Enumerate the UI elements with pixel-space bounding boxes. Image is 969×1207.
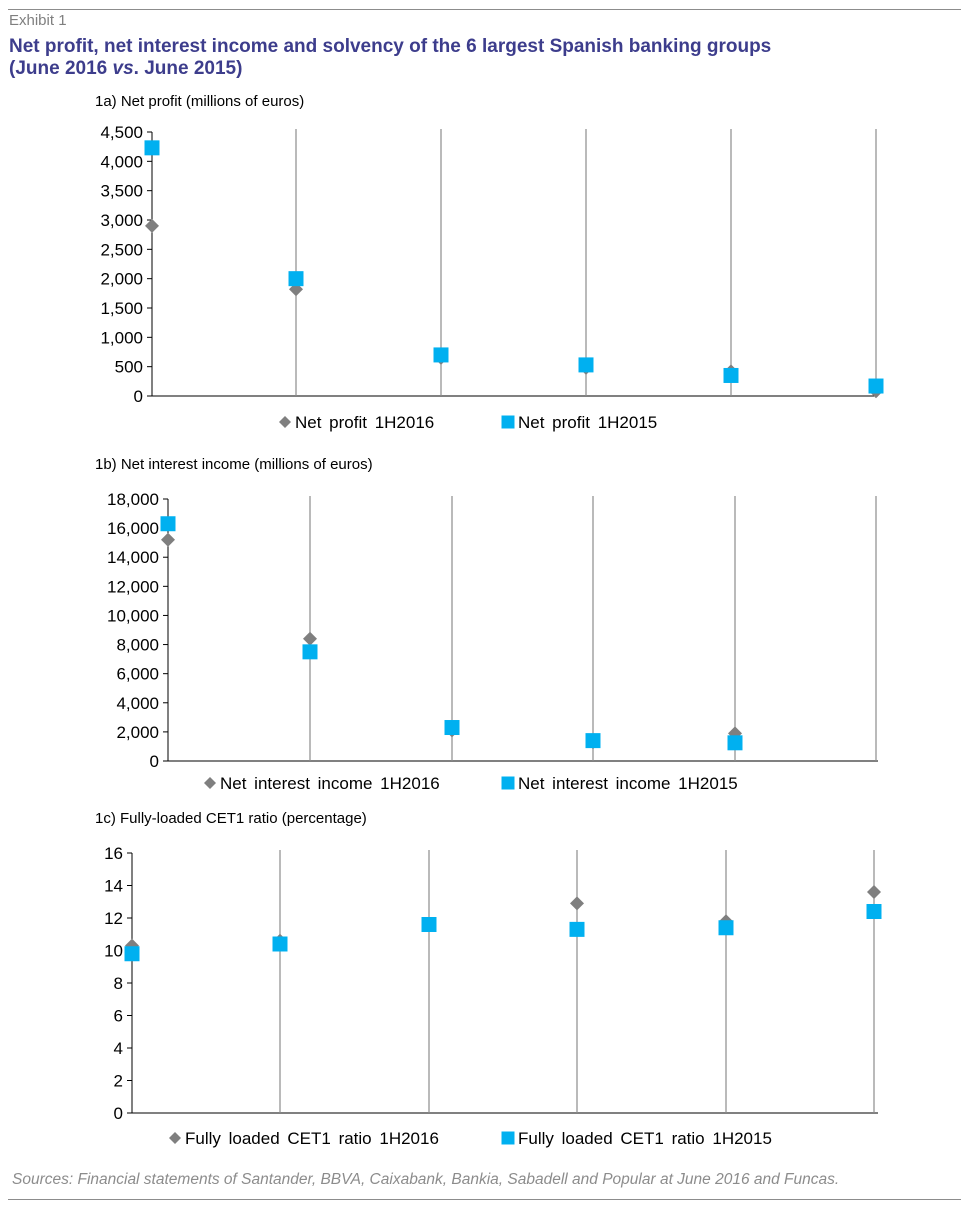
y-tick-label: 4,000 (116, 694, 159, 713)
point-1h2015 (578, 357, 594, 373)
point-1h2016 (161, 532, 175, 547)
chart-1c-title: 1c) Fully-loaded CET1 ratio (percentage) (95, 810, 367, 827)
point-1h2015 (585, 733, 601, 749)
title-line-2-italic: vs (112, 58, 134, 79)
point-1h2015 (718, 920, 734, 936)
point-1h2016 (867, 885, 881, 899)
y-tick-label: 4,500 (100, 123, 143, 142)
point-1h2015 (866, 904, 882, 919)
y-tick-label: 16 (104, 844, 123, 863)
y-tick-label: 6,000 (116, 665, 159, 684)
y-tick-label: 0 (134, 387, 143, 406)
point-1h2015 (144, 140, 160, 156)
point-1h2016 (728, 726, 742, 741)
y-tick-label: 16,000 (107, 519, 159, 538)
y-tick-label: 10 (104, 942, 123, 961)
bottom-rule (8, 1199, 961, 1200)
title-line-1: Net profit, net interest income and solv… (9, 36, 772, 57)
point-1h2015 (272, 936, 288, 952)
point-1h2015 (569, 921, 585, 937)
point-1h2015 (288, 271, 304, 287)
y-tick-label: 14,000 (107, 548, 159, 567)
y-tick-label: 12 (104, 909, 123, 928)
point-1h2015 (421, 917, 437, 932)
legend-marker-1h2016 (169, 1132, 181, 1144)
y-tick-label: 1,000 (100, 328, 143, 347)
y-tick-label: 1,500 (100, 299, 143, 318)
legend-marker-1h2016 (204, 777, 216, 789)
legend-marker-1h2016 (279, 416, 291, 428)
point-1h2015 (723, 367, 739, 383)
y-tick-label: 8,000 (116, 636, 159, 655)
legend-label-1h2016: Fully loaded CET1 ratio 1H2016 (185, 1129, 439, 1148)
legend-marker-1h2015 (501, 1131, 515, 1145)
point-1h2016 (145, 218, 159, 233)
y-tick-label: 2,000 (100, 270, 143, 289)
legend-label-1h2015: Net interest income 1H2015 (518, 774, 738, 793)
y-tick-label: 0 (114, 1104, 123, 1123)
y-tick-label: 4,000 (100, 152, 143, 171)
exhibit-title: Net profit, net interest income and solv… (9, 36, 959, 80)
legend-label-1h2015: Net profit 1H2015 (518, 413, 657, 432)
point-1h2015 (868, 378, 884, 394)
y-tick-label: 2,000 (116, 723, 159, 742)
y-tick-label: 0 (150, 752, 159, 771)
legend-label-1h2015: Fully loaded CET1 ratio 1H2015 (518, 1129, 772, 1148)
y-tick-label: 4 (114, 1039, 123, 1058)
point-1h2015 (160, 516, 176, 532)
point-1h2016 (570, 896, 584, 911)
legend-marker-1h2015 (501, 415, 515, 429)
chart-1a-net-profit: 0 500 1,000 1,500 2,000 2,500 3,000 3,500 4,000 4… (100, 123, 884, 432)
legend-label-1h2016: Net profit 1H2016 (295, 413, 434, 432)
y-tick-label: 18,000 (107, 490, 159, 509)
chart-1b-title: 1b) Net interest income (millions of eur… (95, 456, 373, 473)
chart-1b-net-interest-income: 0 2,000 4,000 6,000 8,000 10,000 12,000 14,000 1… (107, 490, 878, 793)
point-1h2015 (302, 644, 318, 660)
legend-label-1h2016: Net interest income 1H2016 (220, 774, 440, 793)
y-tick-label: 6 (114, 1007, 123, 1026)
chart-1a-title: 1a) Net profit (millions of euros) (95, 93, 305, 110)
point-1h2016 (303, 631, 317, 646)
y-tick-label: 2 (114, 1072, 123, 1091)
sources-note: Sources: Financial statements of Santand… (12, 1171, 840, 1188)
y-tick-label: 14 (104, 877, 123, 896)
chart-1c-cet1-ratio: 0 2 4 6 8 10 12 14 16 Fully loaded CET1 ratio 1H2… (104, 844, 882, 1148)
point-1h2015 (727, 735, 743, 751)
y-tick-label: 3,000 (100, 211, 143, 230)
title-line-2a: (June 2016 (9, 58, 113, 79)
legend-marker-1h2015 (501, 776, 515, 790)
point-1h2015 (124, 946, 140, 962)
y-tick-label: 3,500 (100, 182, 143, 201)
y-tick-label: 8 (114, 974, 123, 993)
top-rule (8, 9, 961, 10)
y-tick-label: 10,000 (107, 606, 159, 625)
y-tick-label: 12,000 (107, 577, 159, 596)
title-line-2b: . June 2015) (133, 58, 243, 79)
point-1h2015 (444, 720, 460, 736)
point-1h2015 (433, 347, 449, 363)
y-tick-label: 500 (115, 358, 143, 377)
exhibit-label: Exhibit 1 (9, 12, 67, 29)
y-tick-label: 2,500 (100, 240, 143, 259)
